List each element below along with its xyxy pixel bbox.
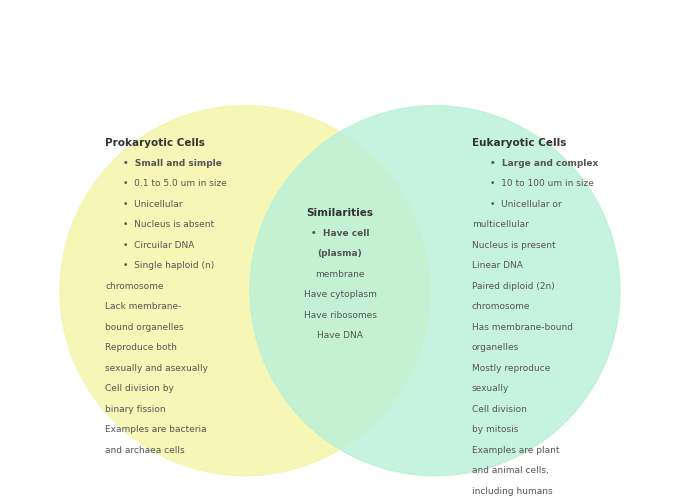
Text: •  Large and complex: • Large and complex	[490, 159, 598, 168]
Text: •  10 to 100 um in size: • 10 to 100 um in size	[490, 179, 594, 188]
Text: •  Nucleus is absent: • Nucleus is absent	[123, 220, 214, 229]
Circle shape	[60, 106, 430, 476]
Text: organelles: organelles	[472, 343, 519, 352]
Text: Mostly reproduce: Mostly reproduce	[472, 364, 550, 373]
Text: Linear DNA: Linear DNA	[472, 261, 523, 270]
Text: Lack membrane-: Lack membrane-	[105, 302, 181, 311]
Text: multicellular: multicellular	[472, 220, 529, 229]
Text: Reproduce both: Reproduce both	[105, 343, 177, 352]
Circle shape	[250, 106, 620, 476]
Text: (plasma): (plasma)	[318, 249, 363, 258]
Text: •  Have cell: • Have cell	[311, 229, 370, 238]
Text: Has membrane-bound: Has membrane-bound	[472, 323, 573, 332]
Text: Have DNA: Have DNA	[317, 331, 363, 340]
Text: •  Unicellular: • Unicellular	[123, 200, 183, 209]
Text: by mitosis: by mitosis	[472, 425, 519, 434]
Text: Prokaryotic Cells: Prokaryotic Cells	[105, 138, 205, 148]
Text: •  Circuilar DNA: • Circuilar DNA	[123, 241, 195, 250]
Text: Cell division: Cell division	[472, 405, 527, 414]
Text: chromosome: chromosome	[472, 302, 531, 311]
Text: •  0.1 to 5.0 um in size: • 0.1 to 5.0 um in size	[123, 179, 227, 188]
Text: •  Single haploid (n): • Single haploid (n)	[123, 261, 214, 270]
Text: •  Small and simple: • Small and simple	[123, 159, 222, 168]
Text: binary fission: binary fission	[105, 405, 166, 414]
Text: Eukaryotic Cells: Eukaryotic Cells	[472, 138, 566, 148]
Text: Paired diploid (2n): Paired diploid (2n)	[472, 281, 554, 291]
Text: and animal cells,: and animal cells,	[472, 466, 549, 475]
Text: Examples are plant: Examples are plant	[472, 446, 559, 455]
Text: sexually: sexually	[472, 384, 510, 393]
Text: •  Unicellular or: • Unicellular or	[490, 200, 561, 209]
Text: and archaea cells: and archaea cells	[105, 446, 185, 455]
Text: Similarities: Similarities	[307, 208, 374, 218]
Text: sexually and asexually: sexually and asexually	[105, 364, 208, 373]
Text: bound organelles: bound organelles	[105, 323, 183, 332]
Text: chromosome: chromosome	[105, 281, 164, 291]
Text: membrane: membrane	[315, 269, 365, 278]
Text: including humans: including humans	[472, 487, 552, 496]
Text: Examples are bacteria: Examples are bacteria	[105, 425, 206, 434]
Text: Have ribosomes: Have ribosomes	[304, 311, 377, 320]
Text: Cell division by: Cell division by	[105, 384, 174, 393]
Text: Prokaryotic and Eukaryotic Cells Venn Diagram: Prokaryotic and Eukaryotic Cells Venn Di…	[16, 24, 684, 48]
Text: Nucleus is present: Nucleus is present	[472, 241, 556, 250]
Text: Have cytoplasm: Have cytoplasm	[304, 290, 377, 299]
